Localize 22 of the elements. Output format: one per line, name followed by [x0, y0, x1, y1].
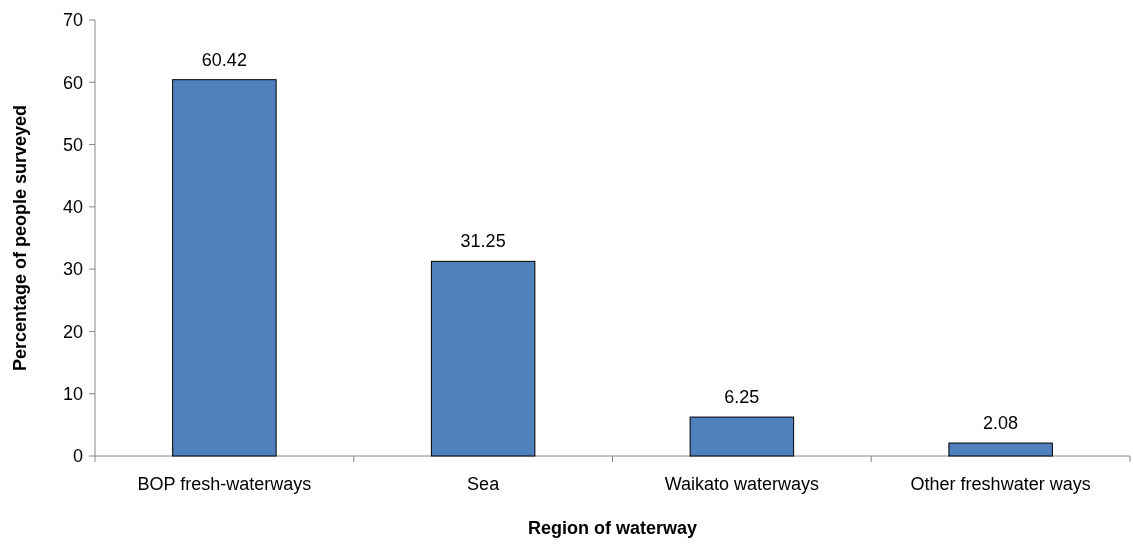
data-label: 60.42 — [201, 49, 247, 70]
data-label: 31.25 — [460, 231, 506, 252]
y-tick-label: 0 — [72, 446, 83, 467]
y-tick-label: 50 — [62, 134, 83, 155]
y-tick-label: 70 — [62, 10, 83, 31]
y-tick-label: 30 — [62, 259, 83, 280]
bar — [430, 260, 536, 457]
x-tick-label: Waikato waterways — [664, 474, 820, 494]
bar — [689, 416, 795, 457]
y-tick-label: 60 — [62, 72, 83, 93]
bar — [948, 442, 1053, 457]
x-tick-label: BOP fresh-waterways — [137, 474, 312, 494]
data-label: 2.08 — [983, 413, 1019, 434]
y-tick-label: 10 — [62, 384, 83, 405]
x-tick-label: Sea — [467, 474, 501, 494]
x-axis-title: Region of waterway — [527, 518, 698, 538]
y-tick-label: 20 — [62, 321, 83, 342]
x-tick-label: Other freshwater ways — [910, 474, 1091, 494]
y-tick-label: 40 — [62, 197, 83, 218]
y-axis-title: Percentage of people surveyed — [10, 104, 30, 372]
bar — [172, 79, 277, 457]
data-label: 6.25 — [724, 387, 760, 408]
